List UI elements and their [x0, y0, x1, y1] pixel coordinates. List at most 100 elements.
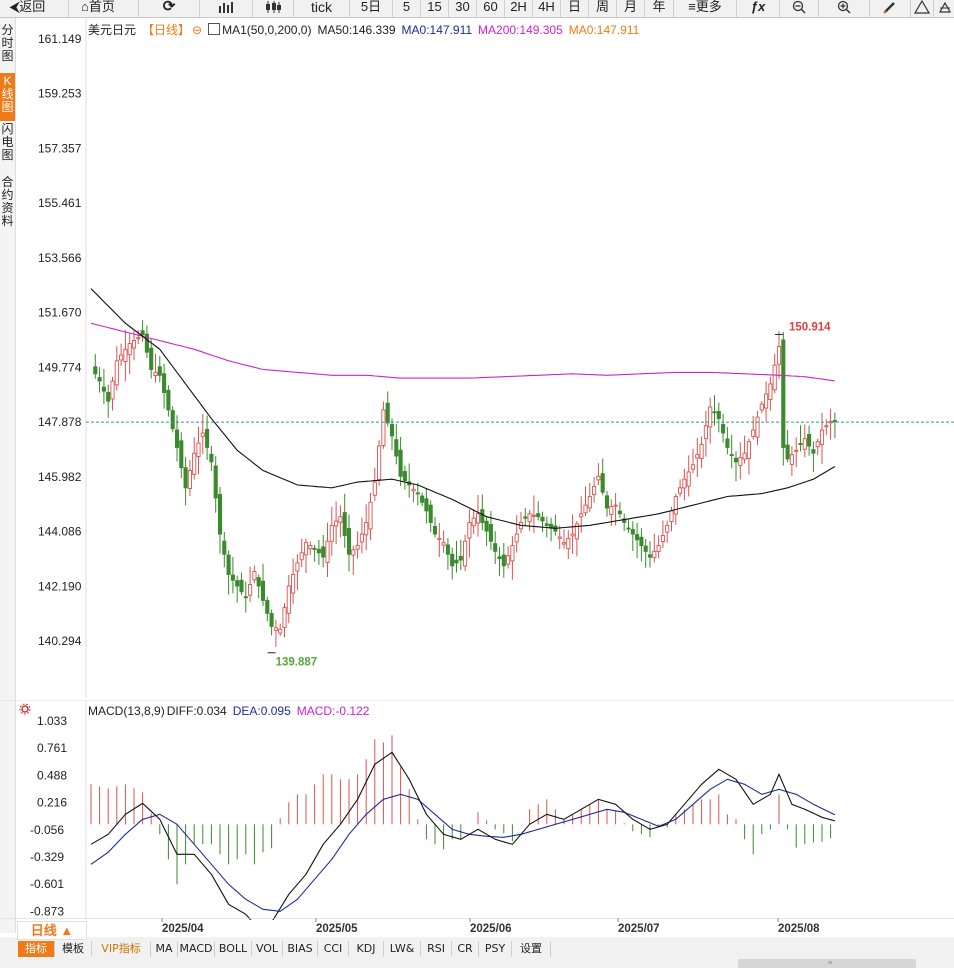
- candle-body: [742, 452, 747, 460]
- candle-body: [488, 524, 493, 542]
- indicator-tab[interactable]: MA: [151, 941, 178, 957]
- scroll-grip-icon[interactable]: ≡: [827, 960, 833, 967]
- kline-chart[interactable]: 161.149 159.253 157.357 155.461 153.566 151.6…: [0, 18, 954, 698]
- time-tick-label: 2025/04: [162, 923, 204, 935]
- diff-value: DIFF:0.034: [166, 704, 227, 718]
- candle-body: [746, 441, 751, 459]
- period-15-button[interactable]: 15: [420, 0, 448, 17]
- candle-body: [755, 416, 760, 438]
- candle-body: [321, 546, 326, 558]
- candlestick-button[interactable]: [252, 0, 293, 17]
- candle-body: [192, 452, 197, 475]
- tick-button[interactable]: tick: [293, 0, 349, 17]
- candle-body: [364, 522, 369, 536]
- menu-icon: ≡: [688, 0, 696, 14]
- period-selector-button[interactable]: 日线 ▲: [17, 921, 87, 940]
- bar-chart-button[interactable]: [199, 0, 252, 17]
- indicator-tab[interactable]: 模板: [55, 941, 92, 957]
- home-icon: ⌂: [81, 0, 89, 14]
- period-week-button[interactable]: 周: [588, 0, 616, 17]
- candle-body: [114, 360, 119, 386]
- candle-body: [93, 366, 98, 375]
- indicator-tab[interactable]: VOL: [252, 941, 283, 957]
- candle-body: [411, 488, 416, 492]
- indicator-tab[interactable]: CR: [452, 941, 479, 957]
- refresh-button[interactable]: ⟳: [138, 0, 199, 17]
- indicator-tab[interactable]: KDJ: [349, 941, 384, 957]
- price-tick-label: 159.253: [38, 87, 82, 101]
- indicator-tab[interactable]: 设置: [512, 941, 551, 957]
- tab-flash-chart[interactable]: 闪电图: [1, 122, 14, 162]
- zoom-out-button[interactable]: [779, 0, 818, 17]
- period-day-button[interactable]: 日: [560, 0, 588, 17]
- indicator-tab[interactable]: BOLL: [215, 941, 252, 957]
- period-month-button[interactable]: 月: [616, 0, 644, 17]
- indicator-tab[interactable]: BIAS: [283, 941, 318, 957]
- candle-body: [127, 343, 132, 356]
- macd-chart[interactable]: 1.033 0.761 0.488 0.216 -0.056 -0.329 -0.601 -0…: [0, 700, 954, 920]
- candle-body: [316, 548, 321, 554]
- settings-circle-icon[interactable]: ⊖: [192, 23, 203, 37]
- triangle-tool-button[interactable]: [910, 0, 933, 17]
- dea-line: [90, 778, 836, 912]
- shape-tool-button[interactable]: [933, 0, 954, 17]
- candle-body: [239, 579, 244, 593]
- indicator-tab[interactable]: PSY: [479, 941, 512, 957]
- tab-contract-info[interactable]: 合约资料: [1, 175, 14, 228]
- price-tick-label: 155.461: [38, 196, 82, 210]
- period-30-button[interactable]: 30: [448, 0, 476, 17]
- candle-body: [789, 454, 794, 465]
- candle-body: [690, 464, 696, 470]
- macd-settings-icon[interactable]: [19, 703, 31, 715]
- candle-body: [273, 627, 278, 631]
- period-5-button[interactable]: 5: [392, 0, 420, 17]
- period-4h-button[interactable]: 4H: [532, 0, 560, 17]
- candle-body: [291, 573, 296, 594]
- candle-body: [213, 465, 218, 499]
- horizontal-scrollbar[interactable]: [738, 959, 916, 968]
- formula-button[interactable]: ƒx: [736, 0, 779, 17]
- candle-body: [256, 577, 261, 587]
- tab-time-share[interactable]: 分时图: [1, 23, 14, 63]
- candle-body: [630, 529, 635, 535]
- draw-pen-button[interactable]: [869, 0, 910, 17]
- ma-settings-icon[interactable]: [208, 23, 221, 35]
- candle-body: [682, 478, 687, 489]
- candle-body: [187, 470, 192, 489]
- indicator-tab[interactable]: 指标: [18, 941, 55, 957]
- candle-body: [303, 542, 309, 556]
- period-2h-button[interactable]: 2H: [504, 0, 532, 17]
- candle-body: [157, 366, 162, 376]
- zoom-in-icon: [837, 0, 851, 14]
- candle-body: [501, 554, 506, 567]
- indicator-tab[interactable]: RSI: [421, 941, 452, 957]
- indicator-tab[interactable]: VIP指标: [92, 941, 151, 957]
- macd-tick-label: -0.601: [30, 877, 64, 891]
- indicator-tab[interactable]: LW&: [384, 941, 421, 957]
- back-button[interactable]: ⮜返回: [10, 0, 46, 14]
- candle-body: [802, 438, 807, 450]
- candle-body: [772, 364, 777, 391]
- candle-body: [428, 504, 433, 523]
- candle-body: [372, 481, 377, 496]
- home-button[interactable]: ⌂首页: [68, 0, 115, 17]
- candle-body: [97, 377, 102, 382]
- candle-body: [312, 547, 317, 550]
- candle-body: [329, 524, 334, 542]
- candle-body: [196, 442, 201, 457]
- zoom-in-button[interactable]: [818, 0, 869, 17]
- indicator-tab[interactable]: MACD: [178, 941, 215, 957]
- five-day-button[interactable]: 5日: [349, 0, 392, 17]
- period-60-button[interactable]: 60: [476, 0, 504, 17]
- candle-body: [643, 545, 648, 552]
- period-year-button[interactable]: 年: [644, 0, 673, 17]
- tab-kline[interactable]: K线图: [0, 73, 15, 121]
- macd-tick-label: -0.873: [30, 904, 64, 918]
- candle-body: [695, 454, 700, 459]
- indicator-tab[interactable]: CCI: [318, 941, 349, 957]
- candle-body: [811, 449, 816, 454]
- left-tab-bar: 分时图 K线图 闪电图 合约资料: [0, 18, 16, 933]
- candle-body: [243, 596, 248, 599]
- shape-icon: [938, 1, 951, 13]
- more-button[interactable]: ≡更多: [673, 0, 736, 17]
